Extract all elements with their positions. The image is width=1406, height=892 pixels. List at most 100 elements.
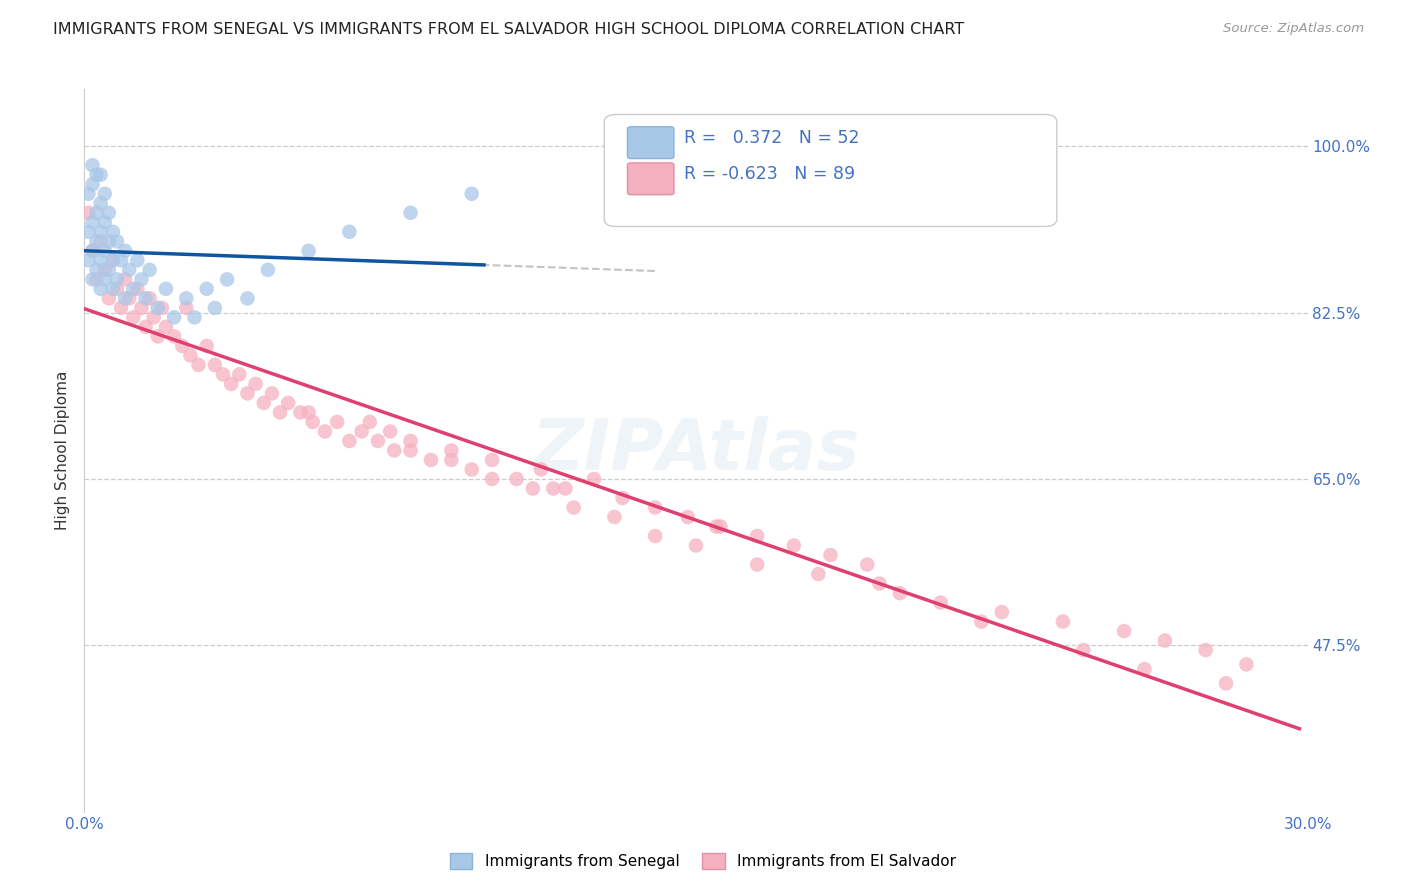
Point <box>135 291 157 305</box>
Point <box>127 253 149 268</box>
Y-axis label: High School Diploma: High School Diploma <box>55 371 70 530</box>
Point <box>709 519 731 533</box>
Point <box>90 253 112 268</box>
Point <box>301 415 323 429</box>
Point <box>118 262 141 277</box>
Point <box>440 443 463 458</box>
Point <box>339 225 361 239</box>
Point <box>706 519 728 533</box>
Point <box>93 215 115 229</box>
Point <box>481 453 503 467</box>
Point <box>110 301 132 315</box>
FancyBboxPatch shape <box>627 127 673 159</box>
Point <box>172 339 194 353</box>
Point <box>142 310 165 325</box>
Point <box>131 301 153 315</box>
Point <box>101 253 124 268</box>
Point <box>97 206 120 220</box>
Point <box>970 615 993 629</box>
Text: ZIPAtlas: ZIPAtlas <box>531 416 860 485</box>
Point <box>1215 676 1237 690</box>
Point <box>82 244 104 258</box>
Point <box>77 225 100 239</box>
Point <box>90 168 112 182</box>
Point <box>440 453 463 467</box>
Point <box>269 405 291 419</box>
Point <box>82 272 104 286</box>
Point <box>114 272 136 286</box>
Point <box>86 206 108 220</box>
Point <box>90 196 112 211</box>
Point <box>807 567 830 582</box>
FancyBboxPatch shape <box>627 163 673 194</box>
Point <box>155 282 177 296</box>
Point <box>889 586 911 600</box>
Point <box>146 301 169 315</box>
Point <box>114 291 136 305</box>
Point <box>783 539 806 553</box>
Point <box>644 529 666 543</box>
Point <box>219 376 242 391</box>
Text: R =   0.372   N = 52: R = 0.372 N = 52 <box>683 129 859 147</box>
Point <box>105 235 128 249</box>
Point <box>90 225 112 239</box>
FancyBboxPatch shape <box>605 114 1057 227</box>
Point <box>97 291 120 305</box>
Point <box>93 262 115 277</box>
Point <box>350 425 373 439</box>
Point <box>1154 633 1177 648</box>
Point <box>856 558 879 572</box>
Point <box>93 244 115 258</box>
Point <box>236 291 259 305</box>
Point <box>685 539 707 553</box>
Point <box>179 348 201 362</box>
Point <box>77 186 100 201</box>
Point <box>110 253 132 268</box>
Point <box>820 548 842 562</box>
Point <box>260 386 283 401</box>
Point <box>101 225 124 239</box>
Point <box>1114 624 1136 639</box>
Point <box>86 235 108 249</box>
Point <box>612 491 634 505</box>
Point <box>122 310 145 325</box>
Point <box>101 282 124 296</box>
Point <box>869 576 891 591</box>
Point <box>399 443 422 458</box>
Point <box>195 339 218 353</box>
Point <box>257 262 280 277</box>
Legend: Immigrants from Senegal, Immigrants from El Salvador: Immigrants from Senegal, Immigrants from… <box>443 847 963 875</box>
Point <box>1073 643 1095 657</box>
Text: IMMIGRANTS FROM SENEGAL VS IMMIGRANTS FROM EL SALVADOR HIGH SCHOOL DIPLOMA CORRE: IMMIGRANTS FROM SENEGAL VS IMMIGRANTS FR… <box>53 22 965 37</box>
Point <box>101 253 124 268</box>
Point <box>339 434 361 448</box>
Point <box>90 235 112 249</box>
Point <box>82 158 104 172</box>
Point <box>105 272 128 286</box>
Point <box>236 386 259 401</box>
Point <box>114 244 136 258</box>
Point <box>530 462 553 476</box>
Point <box>562 500 585 515</box>
Point <box>150 301 173 315</box>
Point <box>163 329 186 343</box>
Point <box>399 434 422 448</box>
Point <box>399 206 422 220</box>
Point <box>97 262 120 277</box>
Point <box>326 415 349 429</box>
Point <box>77 206 100 220</box>
Point <box>277 396 299 410</box>
Point <box>127 282 149 296</box>
Point <box>174 291 197 305</box>
Point <box>93 186 115 201</box>
Point <box>174 301 197 315</box>
Point <box>82 244 104 258</box>
Point <box>97 235 120 249</box>
Point <box>155 319 177 334</box>
Point <box>314 425 336 439</box>
Point <box>522 482 544 496</box>
Point <box>228 368 250 382</box>
Point <box>298 244 321 258</box>
Point <box>382 443 405 458</box>
Point <box>82 215 104 229</box>
